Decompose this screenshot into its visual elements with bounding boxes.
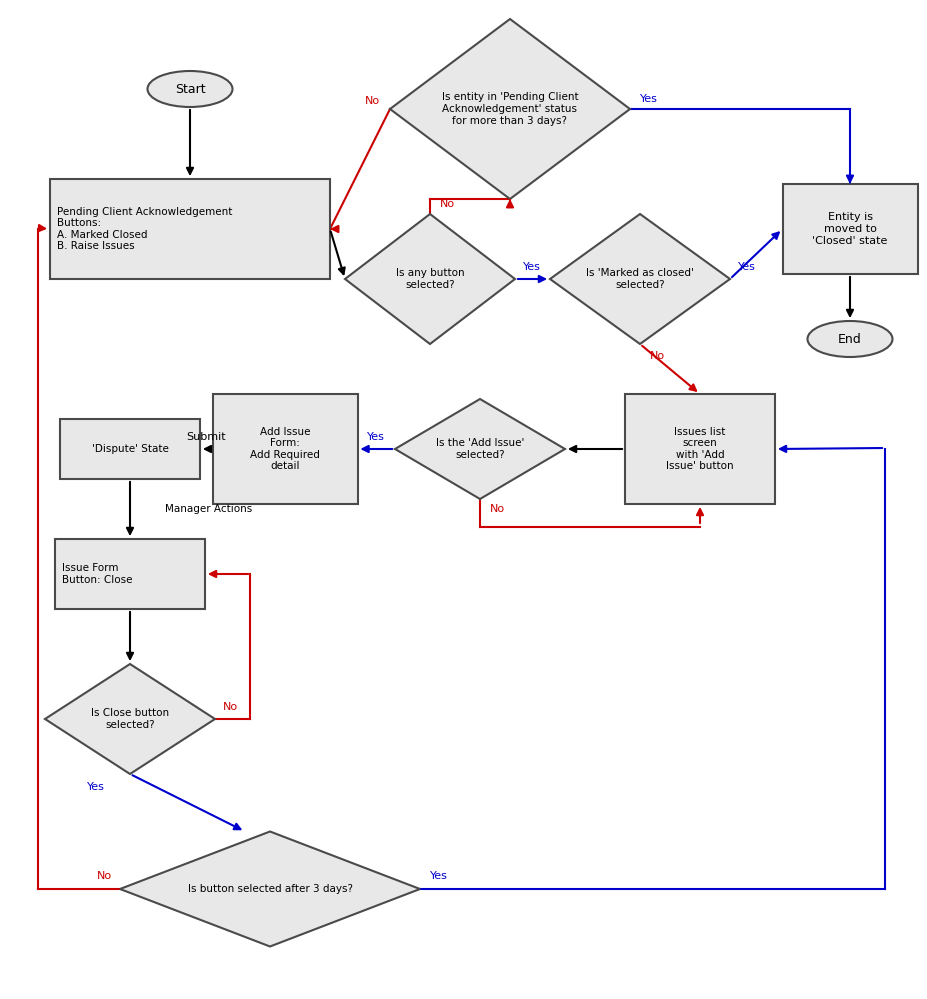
- Text: Manager Actions: Manager Actions: [165, 504, 252, 514]
- Text: Pending Client Acknowledgement
Buttons:
A. Marked Closed
B. Raise Issues: Pending Client Acknowledgement Buttons: …: [57, 207, 233, 252]
- Text: Yes: Yes: [523, 262, 540, 272]
- Text: Submit: Submit: [186, 432, 226, 442]
- Text: Yes: Yes: [367, 432, 385, 442]
- Polygon shape: [120, 831, 420, 946]
- Bar: [55, 539, 205, 609]
- Polygon shape: [395, 399, 565, 499]
- Text: No: No: [440, 199, 455, 209]
- Text: Yes: Yes: [430, 871, 448, 881]
- Text: Entity is
moved to
'Closed' state: Entity is moved to 'Closed' state: [812, 213, 888, 246]
- Text: No: No: [490, 504, 505, 514]
- Polygon shape: [345, 214, 515, 344]
- Text: No: No: [650, 351, 666, 361]
- Polygon shape: [550, 214, 730, 344]
- Text: Yes: Yes: [87, 782, 105, 792]
- Bar: [50, 179, 330, 279]
- Text: No: No: [223, 702, 238, 712]
- Text: Yes: Yes: [640, 94, 658, 104]
- Polygon shape: [390, 19, 630, 199]
- Text: Is the 'Add Issue'
selected?: Is the 'Add Issue' selected?: [436, 439, 524, 460]
- Text: Is button selected after 3 days?: Is button selected after 3 days?: [187, 884, 352, 894]
- Text: No: No: [97, 871, 112, 881]
- Text: Is any button
selected?: Is any button selected?: [396, 268, 464, 290]
- Bar: [212, 394, 358, 504]
- Text: Start: Start: [174, 83, 205, 96]
- Text: Issues list
screen
with 'Add
Issue' button: Issues list screen with 'Add Issue' butt…: [667, 427, 734, 472]
- Text: Is Close button
selected?: Is Close button selected?: [91, 708, 169, 730]
- Text: End: End: [838, 333, 862, 346]
- Bar: [625, 394, 775, 504]
- Bar: [60, 419, 200, 479]
- Text: Is 'Marked as closed'
selected?: Is 'Marked as closed' selected?: [586, 268, 694, 290]
- Text: Add Issue
Form:
Add Required
detail: Add Issue Form: Add Required detail: [250, 427, 320, 472]
- Text: No: No: [365, 96, 380, 106]
- Text: Is entity in 'Pending Client
Acknowledgement' status
for more than 3 days?: Is entity in 'Pending Client Acknowledge…: [441, 92, 578, 126]
- Text: Issue Form
Button: Close: Issue Form Button: Close: [62, 563, 133, 584]
- Ellipse shape: [807, 321, 893, 357]
- Ellipse shape: [147, 71, 233, 107]
- Text: Yes: Yes: [738, 262, 756, 272]
- Polygon shape: [45, 664, 215, 774]
- Bar: [782, 184, 918, 274]
- Text: 'Dispute' State: 'Dispute' State: [92, 444, 169, 454]
